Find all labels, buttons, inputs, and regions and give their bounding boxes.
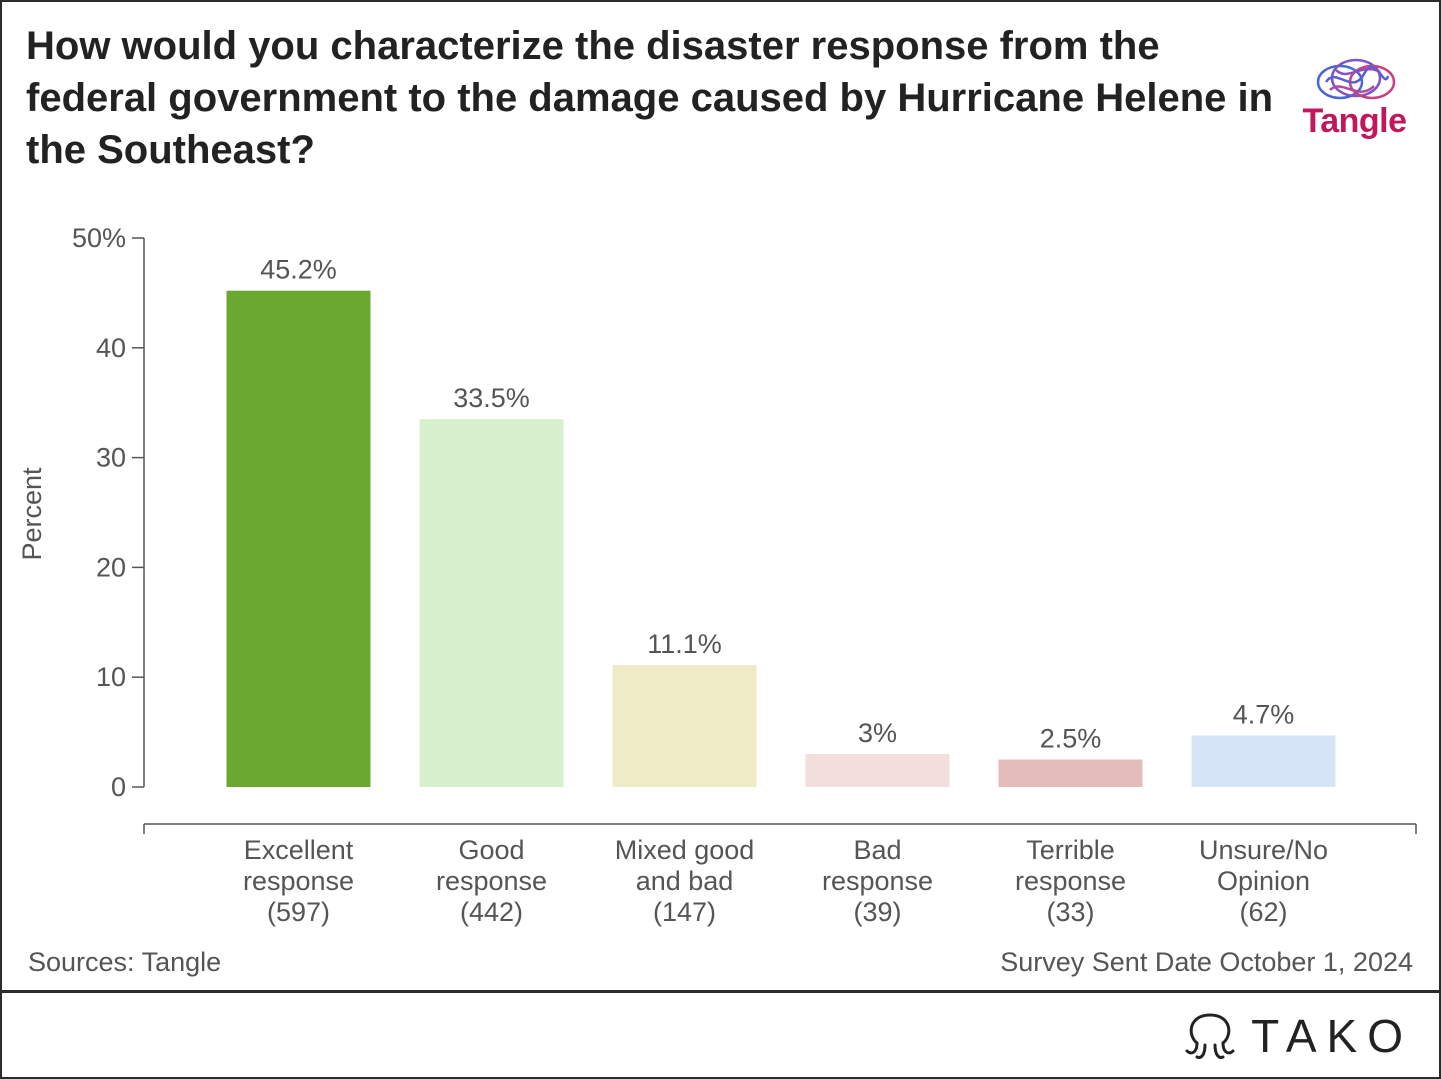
bars: 45.2% 33.5% 11.1% 3% 2.5% 4.7% bbox=[226, 255, 1336, 787]
bar-value-label: 3% bbox=[858, 718, 897, 748]
tako-brand: TAKO bbox=[1183, 1006, 1413, 1066]
x-category-label-line: Unsure/No bbox=[1199, 835, 1328, 865]
tako-brand-text: TAKO bbox=[1251, 1010, 1413, 1062]
y-tick-label: 20 bbox=[96, 552, 126, 582]
y-tick-label: 0 bbox=[111, 772, 126, 802]
x-category-label-line: Good bbox=[458, 835, 524, 865]
tangle-logo-text: Tangle bbox=[1302, 102, 1407, 140]
x-category-label-line: (39) bbox=[853, 897, 901, 927]
x-category-label-line: Mixed good bbox=[615, 835, 755, 865]
survey-date-note: Survey Sent Date October 1, 2024 bbox=[1000, 947, 1413, 977]
y-tick-label: 50% bbox=[72, 223, 126, 253]
x-category-label-line: (597) bbox=[267, 897, 330, 927]
y-tick-label: 40 bbox=[96, 333, 126, 363]
bar-value-label: 2.5% bbox=[1040, 724, 1102, 754]
x-axis: Excellent response (597)Good response (442)M… bbox=[143, 823, 1417, 927]
y-axis: 0 10 20 30 40 50% bbox=[72, 223, 145, 802]
x-category-label: Bad response (39) bbox=[822, 835, 933, 927]
bar bbox=[1191, 735, 1336, 787]
x-category-label-line: (442) bbox=[460, 897, 523, 927]
y-axis-title: Percent bbox=[17, 467, 47, 561]
brain-icon bbox=[1316, 58, 1396, 100]
x-category-label-line: (147) bbox=[653, 897, 716, 927]
x-category-label-line: and bad bbox=[636, 866, 734, 896]
bar-chart: 0 10 20 30 40 50% 45.2% 33.5% 11.1% 3% 2.5% 4.7% E… bbox=[17, 223, 1417, 927]
x-category-label-line: Bad bbox=[853, 835, 901, 865]
x-category-label: Good response (442) bbox=[436, 835, 547, 927]
bar-value-label: 33.5% bbox=[453, 383, 530, 413]
bar bbox=[612, 665, 757, 787]
footer-divider bbox=[2, 990, 1441, 993]
y-tick-label: 30 bbox=[96, 443, 126, 473]
x-category-label-line: response bbox=[436, 866, 547, 896]
x-category-label: Excellent response (597) bbox=[243, 835, 354, 927]
bar-value-label: 11.1% bbox=[647, 629, 722, 659]
bar bbox=[226, 290, 371, 787]
bar bbox=[805, 754, 950, 787]
x-category-label-line: (33) bbox=[1046, 897, 1094, 927]
y-tick-label: 10 bbox=[96, 662, 126, 692]
tako-icon bbox=[1185, 1013, 1235, 1059]
x-category-label: Mixed good and bad (147) bbox=[615, 835, 755, 927]
x-category-label-line: Excellent bbox=[244, 835, 354, 865]
source-note: Sources: Tangle bbox=[28, 947, 222, 977]
x-category-label-line: (62) bbox=[1239, 897, 1287, 927]
bar bbox=[419, 419, 564, 787]
x-category-label: Unsure/No Opinion (62) bbox=[1199, 835, 1328, 927]
x-category-label-line: response bbox=[822, 866, 933, 896]
bar-value-label: 45.2% bbox=[260, 255, 337, 285]
tangle-logo: Tangle bbox=[1292, 52, 1417, 152]
x-category-label-line: response bbox=[1015, 866, 1126, 896]
x-category-label-line: Opinion bbox=[1217, 866, 1310, 896]
bar-value-label: 4.7% bbox=[1233, 699, 1295, 729]
x-category-label-line: response bbox=[243, 866, 354, 896]
chart-title: How would you characterize the disaster … bbox=[26, 24, 1274, 172]
x-category-label-line: Terrible bbox=[1026, 835, 1115, 865]
x-category-label: Terrible response (33) bbox=[1015, 835, 1126, 927]
bar bbox=[998, 759, 1143, 787]
